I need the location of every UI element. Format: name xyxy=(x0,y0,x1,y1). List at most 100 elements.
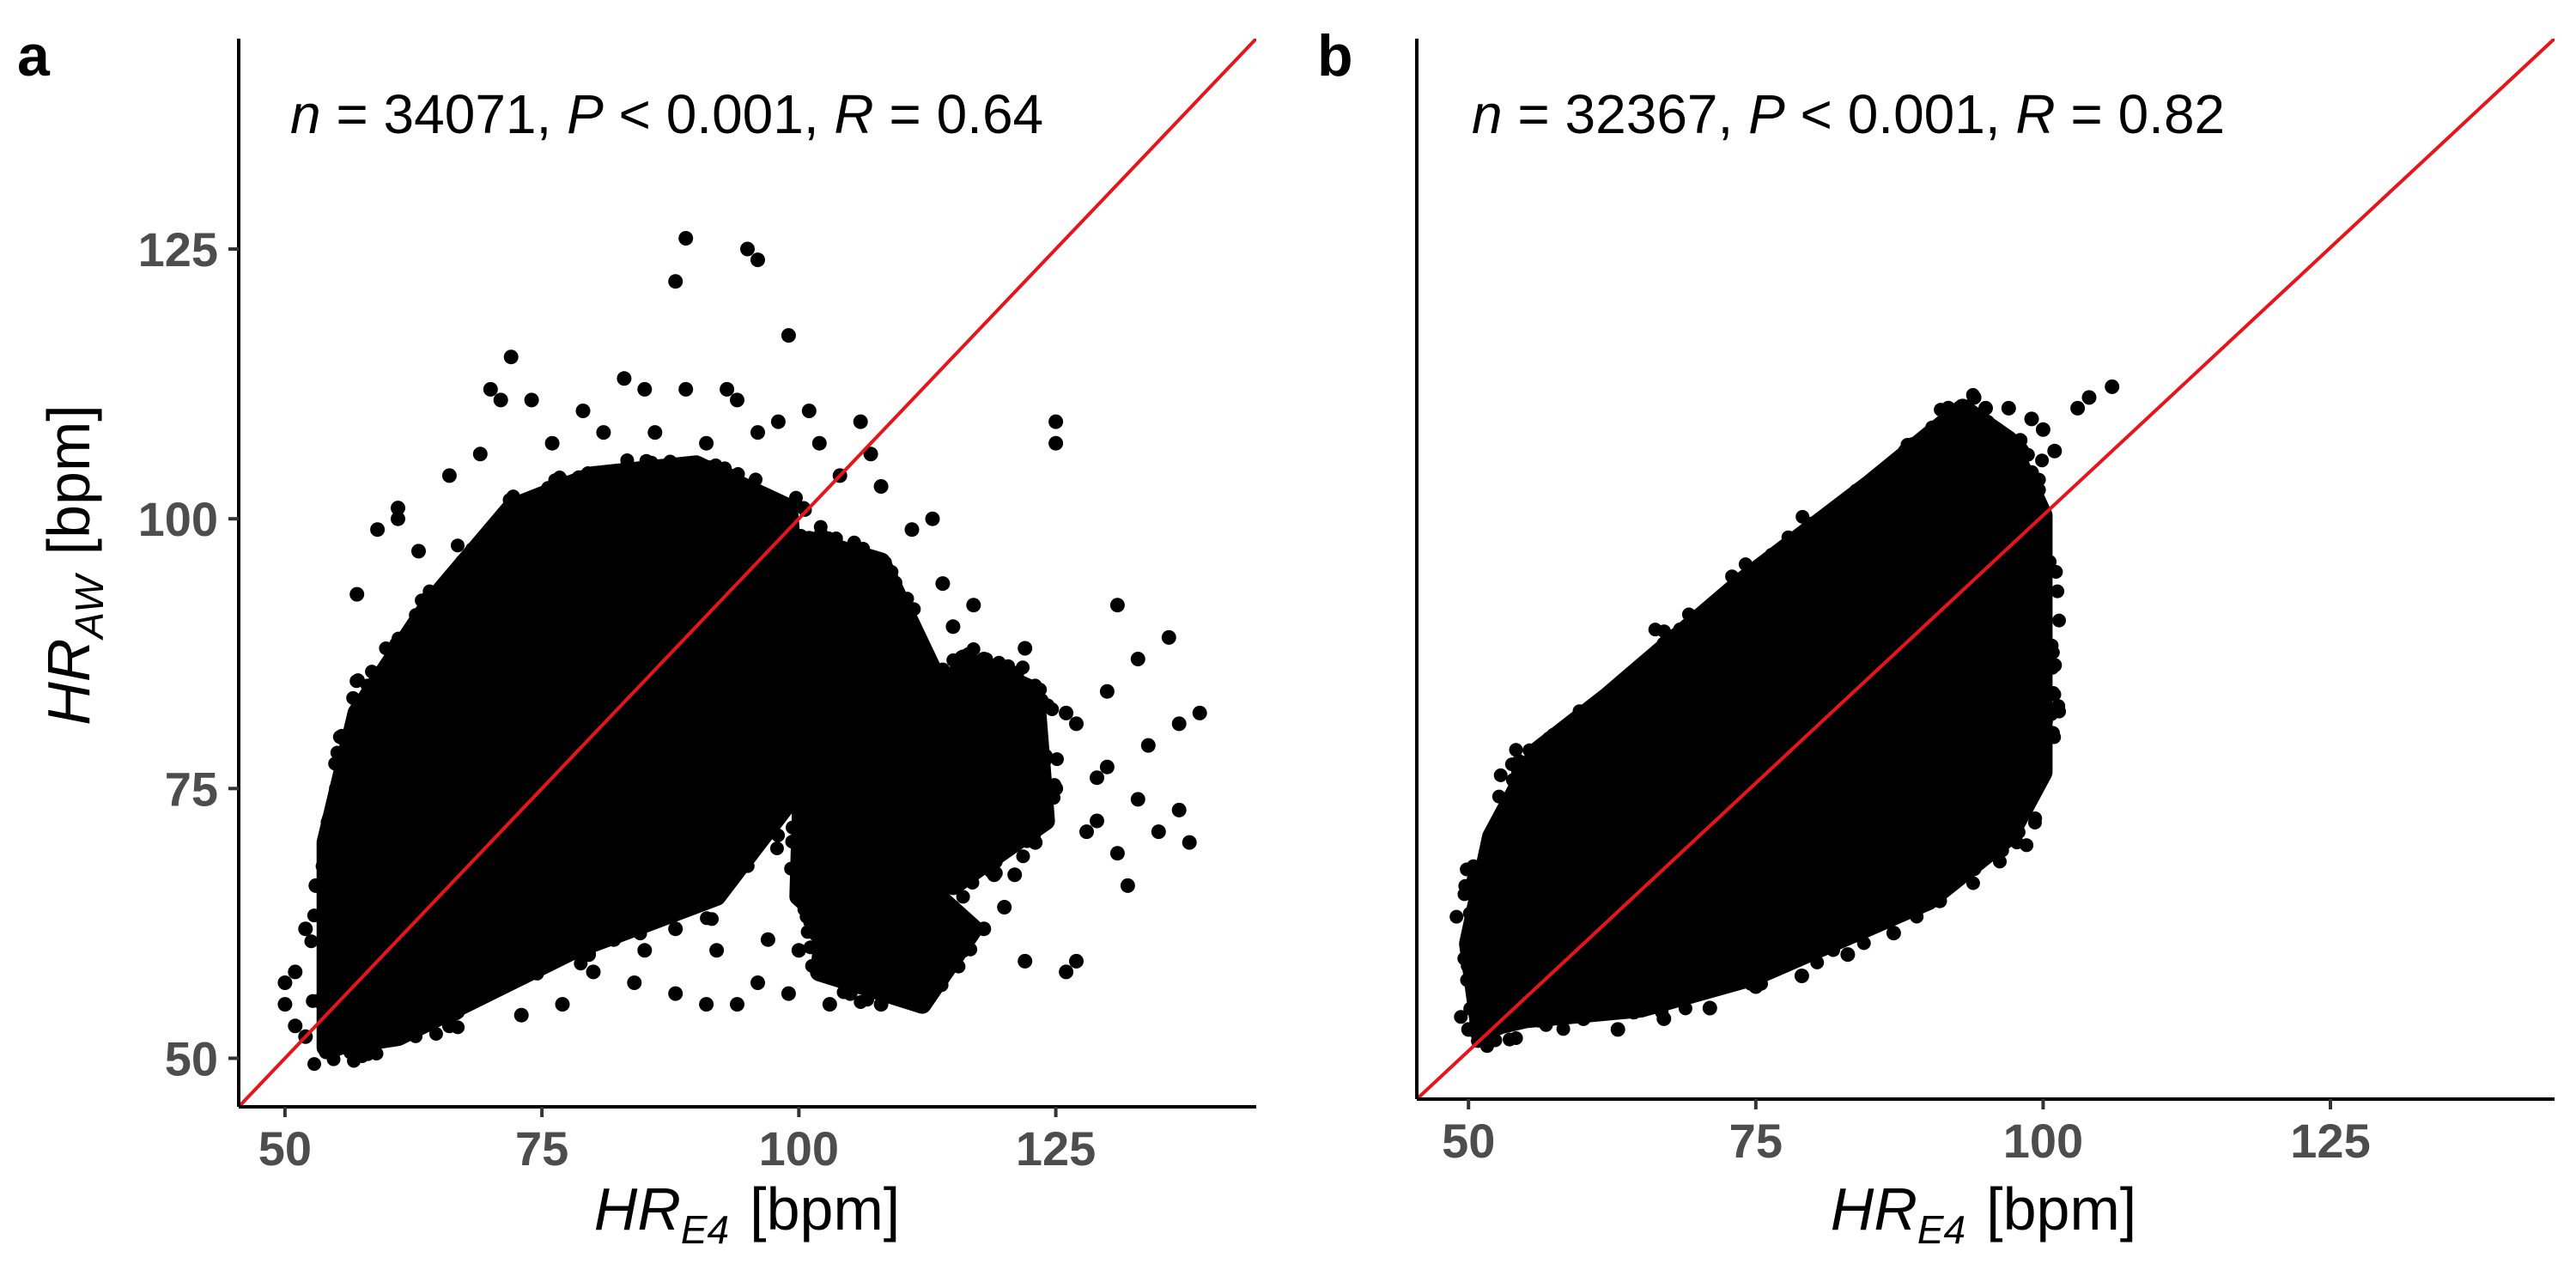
data-point xyxy=(387,720,402,734)
data-point xyxy=(1507,793,1522,807)
data-point xyxy=(307,1057,321,1072)
data-point xyxy=(699,435,714,451)
data-point xyxy=(889,924,903,939)
data-point xyxy=(1572,997,1587,1012)
data-point xyxy=(841,872,855,886)
data-point xyxy=(668,274,683,289)
data-point xyxy=(767,794,781,809)
data-point xyxy=(779,796,793,811)
data-point xyxy=(918,740,933,755)
data-point xyxy=(913,971,927,986)
data-point xyxy=(1993,796,2008,811)
data-point xyxy=(937,878,951,893)
data-point xyxy=(1615,989,1630,1004)
data-point xyxy=(1493,768,1508,782)
data-point xyxy=(402,1006,416,1021)
data-point xyxy=(946,653,961,667)
data-point xyxy=(932,678,946,693)
data-point xyxy=(620,453,635,467)
data-point xyxy=(944,712,958,726)
data-point xyxy=(2001,400,2016,416)
data-point xyxy=(441,987,456,1002)
data-point xyxy=(1984,450,1999,464)
data-point xyxy=(750,252,765,268)
data-point xyxy=(447,837,462,852)
data-point xyxy=(387,702,402,716)
data-point xyxy=(945,619,961,635)
data-point xyxy=(804,720,818,734)
data-point xyxy=(789,490,803,505)
data-point xyxy=(1059,964,1074,980)
data-point xyxy=(627,975,642,990)
panel-b-stat-r: 0.82 xyxy=(2118,83,2226,145)
data-point xyxy=(315,859,330,873)
data-point xyxy=(2018,696,2032,710)
data-point xyxy=(1804,516,1819,531)
data-point xyxy=(317,893,331,908)
data-point xyxy=(1856,936,1871,951)
data-point xyxy=(617,371,632,386)
data-point xyxy=(453,991,467,1005)
data-point xyxy=(791,943,806,958)
data-point xyxy=(799,629,813,643)
data-point xyxy=(1007,673,1023,689)
data-point xyxy=(817,952,831,967)
data-point xyxy=(842,855,857,870)
data-point xyxy=(1732,960,1747,975)
data-point xyxy=(1662,988,1677,1002)
data-point xyxy=(391,501,405,516)
data-point xyxy=(435,800,450,815)
data-point xyxy=(582,947,597,962)
data-point xyxy=(1854,484,1868,499)
data-point xyxy=(787,709,801,724)
data-point xyxy=(360,854,374,868)
data-point xyxy=(887,866,902,880)
data-point xyxy=(1480,896,1495,911)
data-point xyxy=(1649,991,1663,1005)
data-point xyxy=(659,460,673,475)
data-point xyxy=(893,904,907,919)
data-point xyxy=(319,835,334,850)
data-point xyxy=(1048,414,1064,429)
data-point xyxy=(2001,818,2016,834)
data-point xyxy=(1956,854,1971,868)
data-point xyxy=(2049,565,2063,579)
data-point xyxy=(310,993,325,1008)
data-point xyxy=(1823,525,1838,539)
data-point xyxy=(790,749,805,763)
data-point xyxy=(558,475,573,489)
data-point xyxy=(927,968,941,982)
data-point xyxy=(1828,507,1842,522)
data-point xyxy=(1656,1011,1672,1026)
data-point xyxy=(1748,562,1764,576)
data-point xyxy=(1995,843,2009,858)
panel-a: a 50 75 100 125 50 75 100 125 n = 34071, P < 0.… xyxy=(17,23,1256,1252)
data-point xyxy=(999,687,1013,702)
data-point xyxy=(575,404,591,418)
data-point xyxy=(2050,584,2065,598)
data-point xyxy=(361,914,375,929)
data-point xyxy=(760,932,775,947)
data-point xyxy=(942,742,957,756)
data-point xyxy=(872,986,887,1000)
data-point xyxy=(1932,422,1947,437)
data-point xyxy=(829,553,843,568)
data-point xyxy=(1965,876,1980,890)
data-point xyxy=(934,827,949,841)
data-point xyxy=(952,911,966,926)
data-point xyxy=(1507,947,1522,963)
data-point xyxy=(804,617,818,631)
data-point xyxy=(1932,893,1947,908)
data-point xyxy=(370,522,386,538)
data-point xyxy=(730,997,744,1012)
data-point xyxy=(544,435,560,451)
data-point xyxy=(472,986,488,1001)
data-point xyxy=(2024,411,2039,427)
data-point xyxy=(394,677,409,691)
data-point xyxy=(908,867,922,882)
data-point xyxy=(2020,838,2034,853)
panel-b-ticks: 50 75 100 125 xyxy=(1442,1099,2371,1168)
data-point xyxy=(1562,996,1577,1011)
data-point xyxy=(966,598,981,613)
